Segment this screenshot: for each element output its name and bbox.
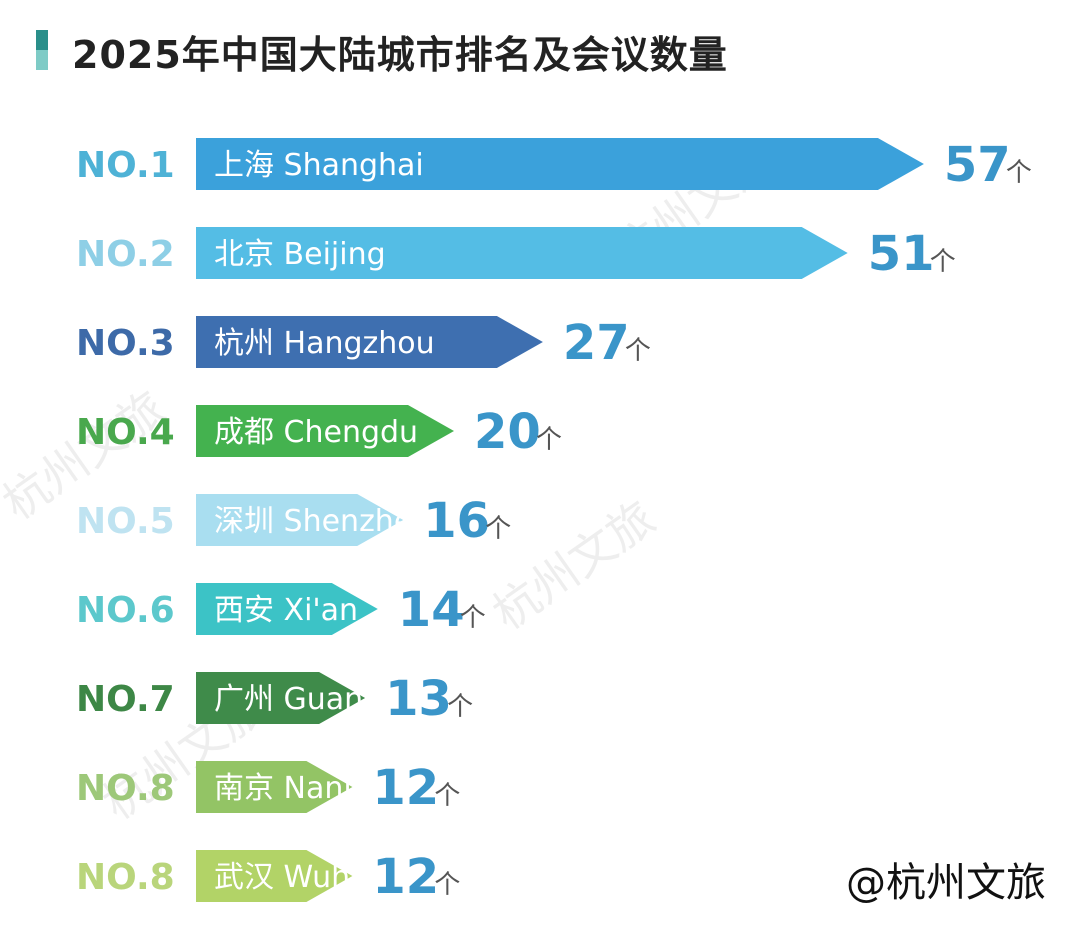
credit-label: @杭州文旅 (846, 860, 1046, 906)
bar-row: NO.4 成都 Chengdu 20个 (76, 404, 562, 460)
category-label: 西安 Xi'an (214, 593, 358, 628)
bar-row: NO.2 北京 Beijing 51个 (76, 226, 956, 282)
rank-label: NO.3 (76, 323, 175, 364)
bar (196, 494, 404, 546)
rank-label: NO.7 (76, 679, 175, 720)
bar (196, 583, 378, 635)
bar-row: NO.1 上海 Shanghai 57个 (76, 137, 1032, 193)
unit-label: 个 (625, 336, 651, 366)
rank-label: NO.4 (76, 412, 175, 453)
value-label: 12 (372, 760, 439, 816)
rank-label: NO.1 (76, 145, 175, 186)
value-label: 20 (474, 404, 541, 460)
value-label: 51 (868, 226, 935, 282)
unit-label: 个 (536, 425, 562, 455)
bar (196, 316, 543, 368)
value-label: 13 (385, 671, 452, 727)
unit-label: 个 (930, 247, 956, 277)
value-label: 14 (398, 582, 465, 638)
category-label: 成都 Chengdu (214, 415, 418, 450)
value-label: 16 (423, 493, 490, 549)
bar (196, 850, 353, 902)
rank-label: NO.2 (76, 234, 175, 275)
category-label: 深圳 Shenzhen (214, 504, 431, 539)
category-label: 北京 Beijing (214, 237, 386, 272)
rank-label: NO.8 (76, 857, 175, 898)
category-label: 杭州 Hangzhou (214, 326, 435, 361)
category-label: 广州 Guangzhou (214, 682, 454, 717)
unit-label: 个 (460, 603, 486, 633)
title-accent-bar-top (36, 30, 48, 50)
bar-row: NO.6 西安 Xi'an 14个 (76, 582, 486, 638)
title-accent-bar-bottom (36, 50, 48, 70)
bar (196, 405, 454, 457)
unit-label: 个 (1006, 158, 1032, 188)
bar (196, 761, 353, 813)
value-label: 12 (372, 849, 439, 905)
page-title: 2025年中国大陆城市排名及会议数量 (72, 33, 728, 77)
rank-label: NO.5 (76, 501, 175, 542)
category-label: 上海 Shanghai (214, 148, 424, 183)
category-label: 武汉 Wuhan (214, 860, 388, 895)
bar (196, 227, 848, 279)
category-label: 南京 Nanjing (214, 771, 398, 806)
value-label: 27 (563, 315, 630, 371)
bar-row: NO.3 杭州 Hangzhou 27个 (76, 315, 651, 371)
unit-label: 个 (434, 870, 460, 900)
unit-label: 个 (485, 514, 511, 544)
bar (196, 672, 366, 724)
value-label: 57 (944, 137, 1011, 193)
unit-label: 个 (447, 692, 473, 722)
bar (196, 138, 924, 190)
rank-label: NO.8 (76, 768, 175, 809)
title-accent-bar (36, 30, 48, 70)
rank-label: NO.6 (76, 590, 175, 631)
unit-label: 个 (434, 781, 460, 811)
